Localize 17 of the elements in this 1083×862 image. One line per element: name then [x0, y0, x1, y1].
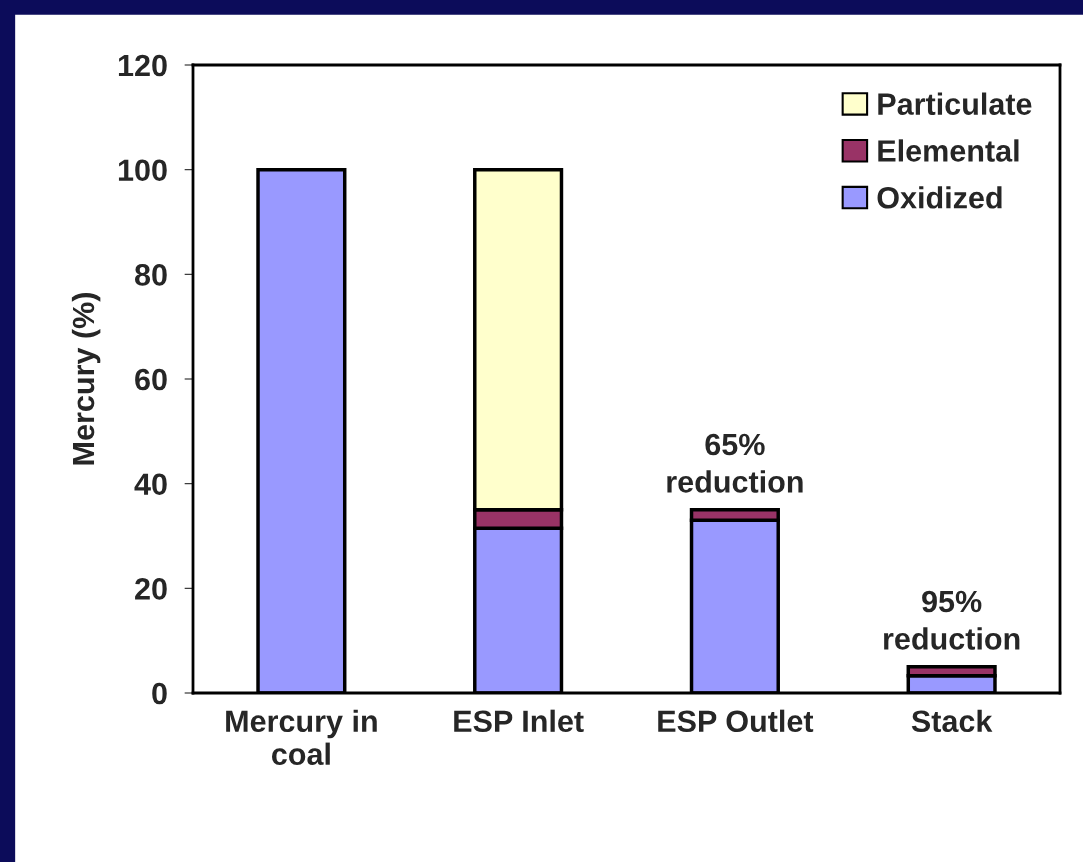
legend-label: Particulate: [878, 92, 1032, 115]
x-tick-label: ESP Outlet: [658, 709, 814, 733]
y-tick-label: 80: [134, 264, 167, 286]
annotation: 95% reduction: [884, 590, 1020, 650]
legend-label: Elemental: [878, 139, 1019, 162]
x-tick-label: ESP Inlet: [454, 709, 584, 733]
y-tick-label: 60: [135, 368, 167, 391]
y-tick-label: 40: [134, 473, 167, 496]
y-tick-label: 20: [135, 578, 167, 600]
x-tick-label: Stack: [911, 709, 993, 733]
y-tick-label: 0: [152, 682, 167, 705]
legend-label: Oxidized: [877, 186, 1002, 209]
y-tick-label: 120: [118, 54, 167, 77]
y-axis-title: Mercury (%): [71, 293, 101, 465]
annotation: 65% reduction: [667, 433, 803, 493]
x-tick-label: Mercury in coal: [226, 709, 377, 766]
y-tick-label: 100: [118, 159, 167, 182]
